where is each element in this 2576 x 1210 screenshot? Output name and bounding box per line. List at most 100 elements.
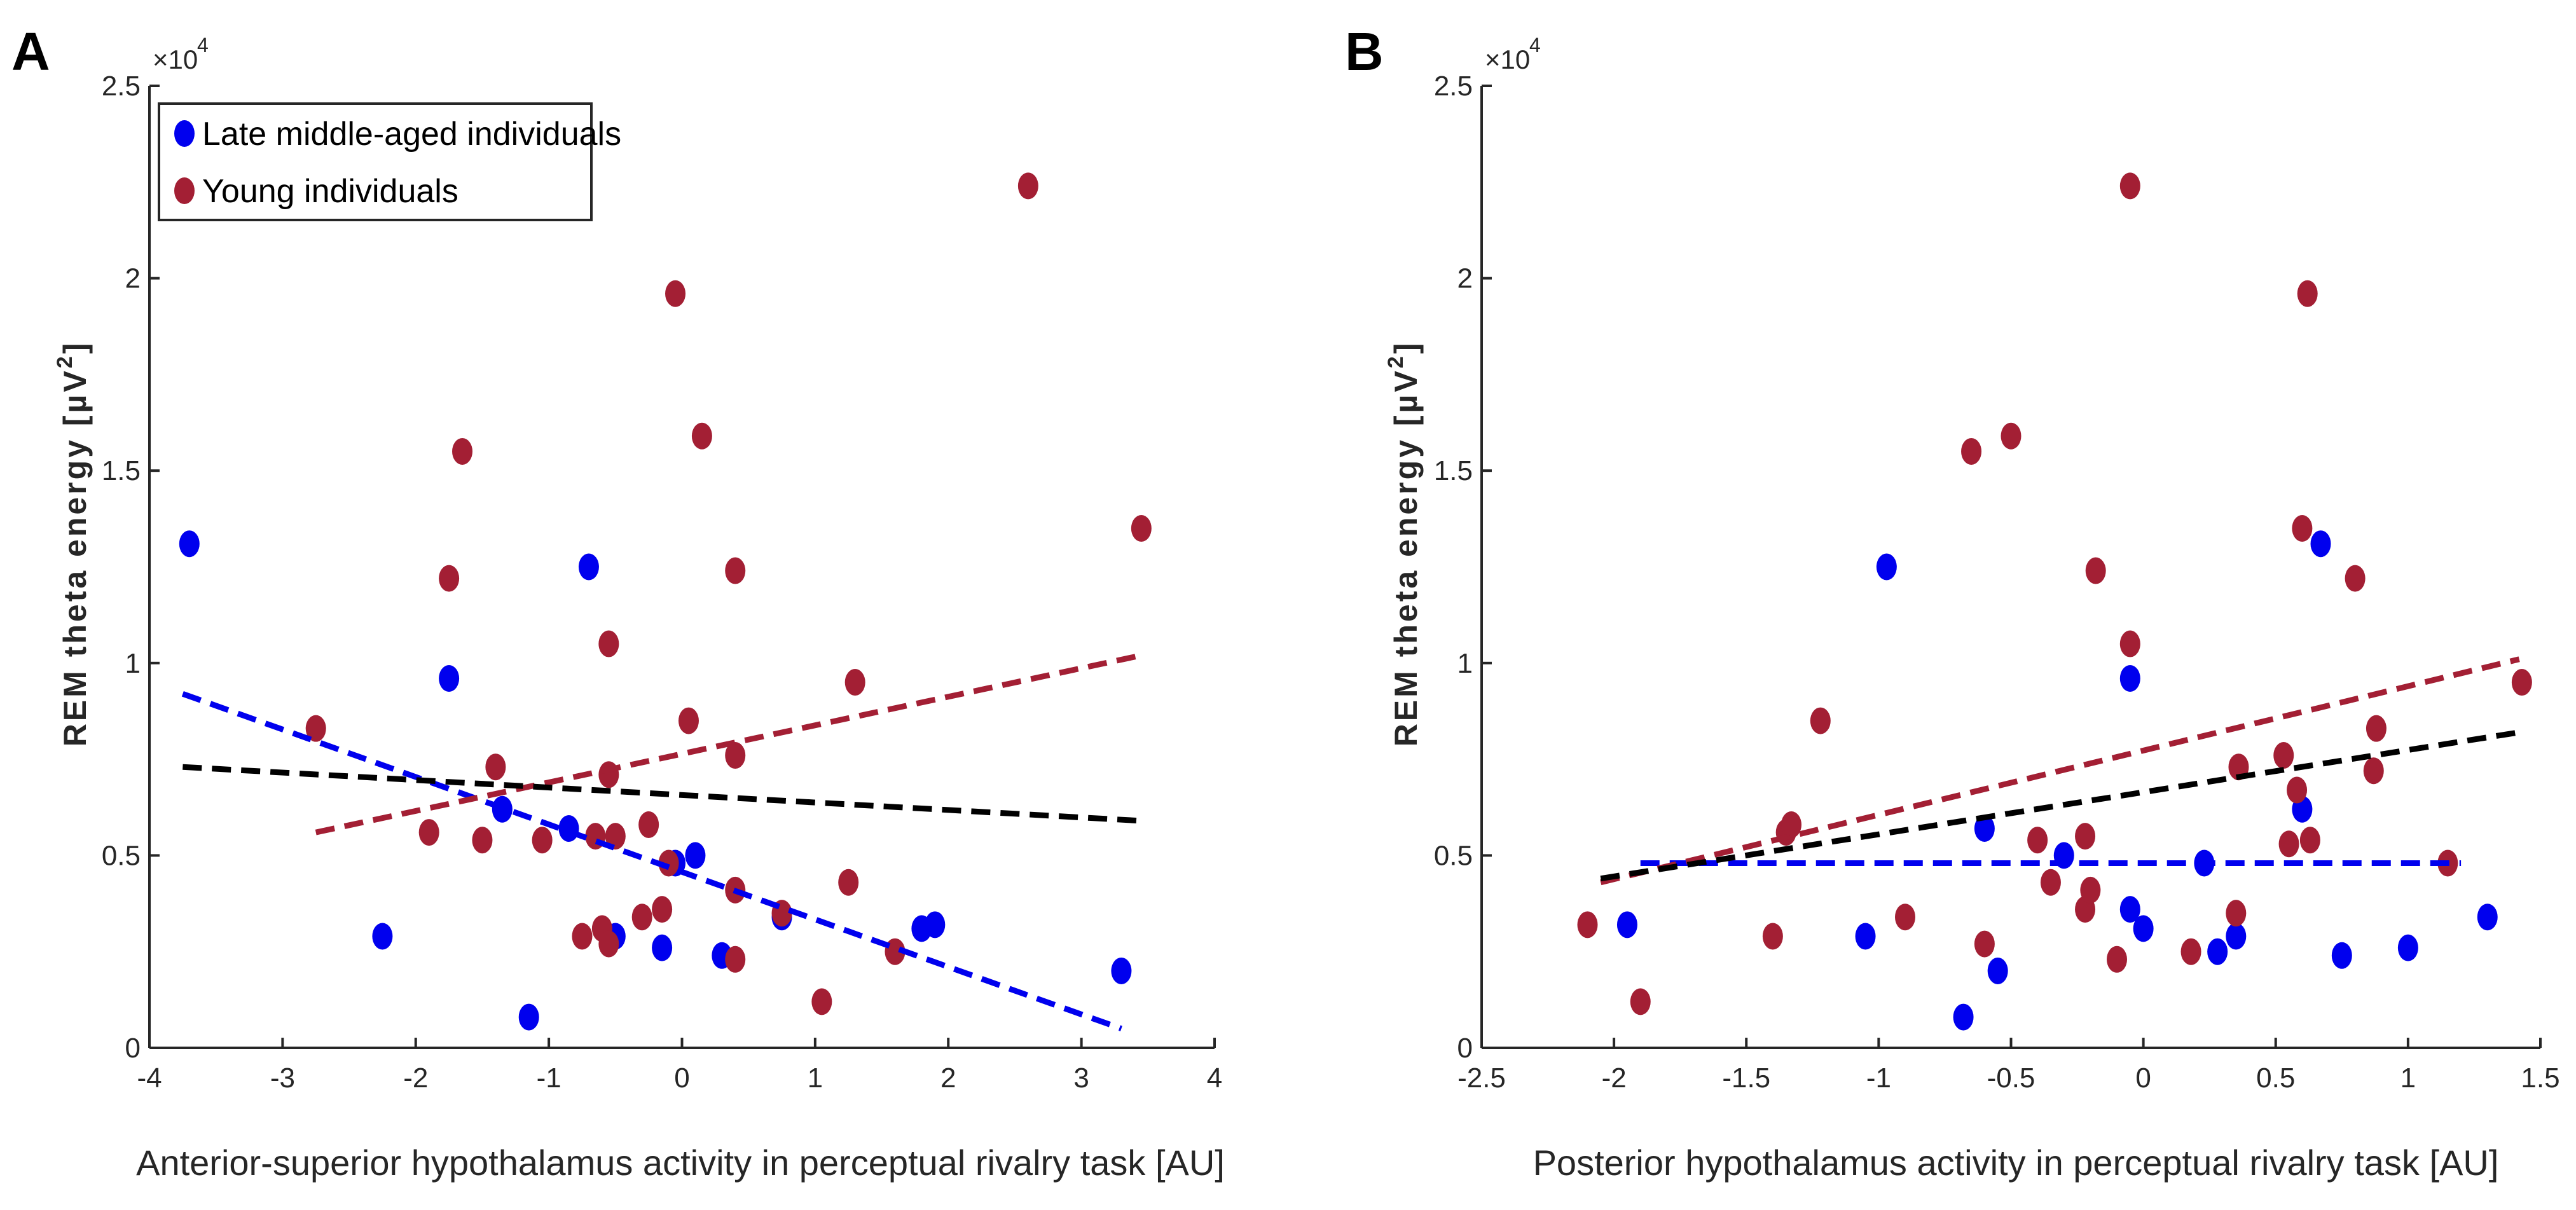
- panel-a-point-young-individuals: [631, 904, 652, 931]
- panel-b-point-young-individuals: [2040, 869, 2061, 896]
- panel-b-point-young-individuals: [2278, 830, 2299, 858]
- panel-a-x-tick-label: 4: [1207, 1062, 1222, 1094]
- panel-b-y-tick-label: 0: [1457, 1033, 1473, 1064]
- panel-a-point-young-individuals: [844, 669, 865, 696]
- panel-a-point-young-individuals: [691, 422, 712, 450]
- panel-b-point-late-middle-aged-individuals: [1987, 957, 2008, 984]
- panel-b-y-tick-label: 2.5: [1434, 71, 1473, 102]
- panel-b-x-tick-label: -1.5: [1722, 1062, 1770, 1094]
- panel-b-point-young-individuals: [2075, 823, 2096, 850]
- panel-b-y-tick-label: 0.5: [1434, 840, 1473, 871]
- panel-a-y-exponent-base: ×10: [153, 45, 198, 74]
- panel-a-y-tick-label: 2.5: [102, 71, 141, 102]
- legend-box: [158, 102, 593, 221]
- panel-a-point-young-individuals: [725, 742, 746, 769]
- panel-a-point-young-individuals: [532, 827, 553, 854]
- panel-b-point-young-individuals: [2511, 669, 2532, 696]
- panel-a-point-young-individuals: [452, 437, 473, 465]
- panel-b-point-young-individuals: [2366, 715, 2387, 742]
- panel-b-point-late-middle-aged-individuals: [2397, 934, 2418, 961]
- panel-b-point-late-middle-aged-individuals: [2207, 938, 2228, 965]
- panel-b-point-young-individuals: [2001, 422, 2022, 450]
- panel-b-point-late-middle-aged-individuals: [2119, 665, 2140, 692]
- panel-b-point-young-individuals: [2363, 757, 2384, 785]
- panel-a-point-young-individuals: [838, 869, 859, 896]
- panel-b-point-young-individuals: [2297, 280, 2318, 307]
- panel-b-x-tick-label: 1.5: [2521, 1062, 2559, 1094]
- panel-a-point-young-individuals: [1017, 172, 1038, 200]
- panel-a-letter: A: [11, 22, 50, 81]
- panel-b-y-axis-label-end: ]: [1388, 341, 1424, 354]
- panel-b-point-late-middle-aged-individuals: [2119, 896, 2140, 923]
- panel-a-x-tick-label: -2: [403, 1062, 428, 1094]
- panel-a-point-young-individuals: [439, 565, 460, 592]
- legend: Late middle-aged individuals Young indiv…: [158, 102, 621, 221]
- panel-b-plot-area: -2.5 -2 -1.5 -1 -0.5 0 0.5 1 1.5 0 0.5 1 1.5 2 2.5: [1434, 71, 2560, 1094]
- panel-b-y-exponent: ×10 4: [1485, 34, 1541, 74]
- panel-b-y-exponent-base: ×10: [1485, 45, 1530, 74]
- panel-a-point-young-individuals: [811, 988, 832, 1015]
- panel-a-point-late-middle-aged-individuals: [558, 815, 579, 842]
- legend-label-young: Young individuals: [202, 173, 458, 210]
- panel-a-y-axis-label-sup: 2: [53, 354, 77, 368]
- panel-a-point-young-individuals: [725, 945, 746, 973]
- legend-marker-young: [174, 177, 195, 204]
- panel-b-x-tick-label: -2: [1602, 1062, 1627, 1094]
- panel-b-x-tick-label: -1: [1866, 1062, 1891, 1094]
- panel-a-fit-line-late-middle-aged-individuals: [181, 691, 1122, 1031]
- panel-a-fit-line-all-individuals-fit: [183, 764, 1142, 824]
- panel-a-y-exponent-power: 4: [197, 34, 209, 57]
- panel-a-point-young-individuals: [638, 811, 659, 838]
- panel-a-point-young-individuals: [885, 938, 906, 965]
- panel-b-y-tick-label: 1: [1457, 648, 1473, 679]
- panel-a-point-young-individuals: [418, 819, 439, 846]
- panel-b-y-tick-label: 1.5: [1434, 455, 1473, 486]
- panel-b-x-tick-label: 0: [2135, 1062, 2151, 1094]
- panel-b-point-young-individuals: [1630, 988, 1651, 1015]
- panel-a-point-young-individuals: [605, 823, 626, 850]
- panel-b-point-late-middle-aged-individuals: [1855, 923, 1876, 950]
- panel-b-point-late-middle-aged-individuals: [2226, 923, 2247, 950]
- panel-a-point-young-individuals: [665, 280, 686, 307]
- panel-a-point-late-middle-aged-individuals: [1111, 957, 1132, 984]
- panel-a-y-tick-label: 1.5: [102, 455, 141, 486]
- panel-a-x-tick-label: 1: [808, 1062, 823, 1094]
- panel-a-point-young-individuals: [572, 923, 593, 950]
- panel-b-point-late-middle-aged-individuals: [2331, 942, 2352, 969]
- panel-b-point-late-middle-aged-individuals: [2133, 915, 2154, 942]
- panel-b-point-young-individuals: [2027, 827, 2048, 854]
- panel-a-point-young-individuals: [652, 896, 673, 923]
- panel-a-point-late-middle-aged-individuals: [685, 842, 706, 869]
- panel-a-y-tick-label: 2: [125, 263, 141, 294]
- panel-a-point-late-middle-aged-individuals: [925, 911, 946, 938]
- panel-b-x-tick-label: -2.5: [1457, 1062, 1506, 1094]
- panel-a-plot-area: -4 -3 -2 -1 0 1 2 3 4 0 0.5 1 1.5 2 2.5: [102, 71, 1222, 1094]
- panel-a-x-tick-label: -3: [270, 1062, 295, 1094]
- panel-b-point-young-individuals: [1577, 911, 1598, 938]
- panel-a-point-young-individuals: [598, 930, 619, 958]
- panel-a-y-exponent: ×10 4: [153, 34, 209, 74]
- panel-a-fit-line-young-individuals: [315, 652, 1142, 835]
- panel-b-point-young-individuals: [1762, 923, 1783, 950]
- panel-b-point-young-individuals: [2119, 630, 2140, 657]
- panel-b-y-exponent-power: 4: [1529, 34, 1541, 57]
- panel-a-y-tick-label: 0: [125, 1033, 141, 1064]
- panel-b-point-young-individuals: [2107, 945, 2127, 973]
- panel-b-point-young-individuals: [2345, 565, 2366, 592]
- panel-b-y-tick-label: 2: [1457, 263, 1473, 294]
- panel-b-y-axis-label-sup: 2: [1384, 354, 1408, 368]
- panel-b-fit-line-all-individuals-fit: [1600, 729, 2520, 882]
- panel-a-point-late-middle-aged-individuals: [518, 1003, 539, 1031]
- panel-b-point-young-individuals: [1781, 811, 1802, 838]
- panel-a: A ×10 4 REM theta energy [µV2] Anterior-…: [11, 22, 1225, 1183]
- panel-b-point-young-individuals: [2299, 827, 2320, 854]
- panel-a-y-axis-label-end: ]: [57, 341, 93, 354]
- panel-b-point-young-individuals: [2119, 172, 2140, 200]
- panel-b-point-late-middle-aged-individuals: [2310, 530, 2331, 558]
- panel-a-point-young-individuals: [678, 707, 699, 734]
- panel-a-point-late-middle-aged-individuals: [439, 665, 460, 692]
- panel-b-x-tick-label: 0.5: [2256, 1062, 2295, 1094]
- panel-b-point-young-individuals: [2273, 742, 2294, 769]
- panel-b: B ×10 4 REM theta energy [µV2] Posterior…: [1345, 22, 2560, 1183]
- panel-a-point-young-individuals: [305, 715, 326, 742]
